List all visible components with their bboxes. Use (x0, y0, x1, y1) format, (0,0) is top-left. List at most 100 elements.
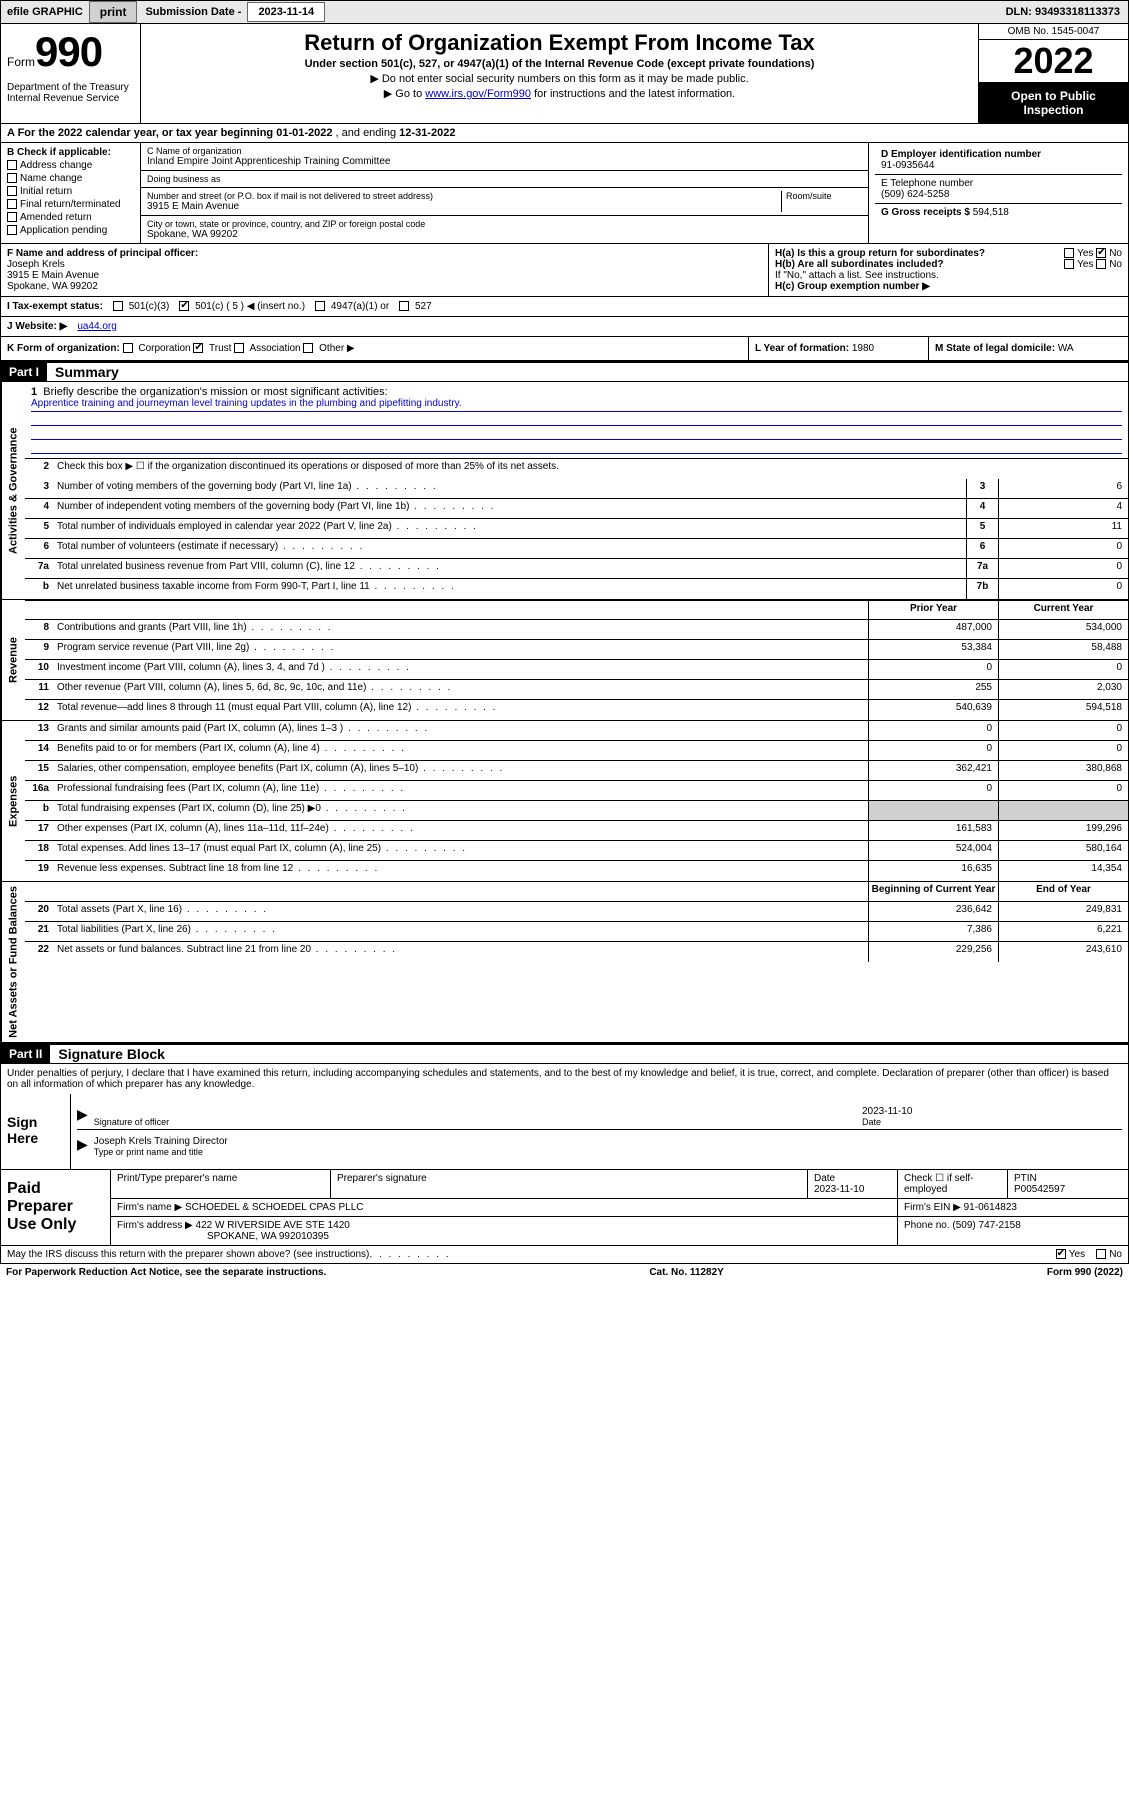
chk-final-return[interactable]: Final return/terminated (7, 199, 134, 210)
chk-name-change[interactable]: Name change (7, 173, 134, 184)
form-title: Return of Organization Exempt From Incom… (149, 30, 970, 56)
check-applicable-box: B Check if applicable: Address change Na… (1, 143, 141, 243)
chk-corporation[interactable]: Corporation (123, 343, 191, 354)
ssn-note: ▶ Do not enter social security numbers o… (149, 72, 970, 85)
efile-label: efile GRAPHIC (1, 6, 89, 18)
arrow-icon: ▶ (77, 1106, 88, 1127)
summary-line: 20Total assets (Part X, line 16)236,6422… (25, 902, 1128, 922)
summary-line: bTotal fundraising expenses (Part IX, co… (25, 801, 1128, 821)
street-address: 3915 E Main Avenue (147, 201, 781, 212)
vlabel-revenue: Revenue (1, 600, 25, 720)
chk-501c3[interactable]: 501(c)(3) (113, 301, 169, 312)
chk-501c[interactable]: 501(c) ( 5 ) ◀ (insert no.) (179, 301, 305, 312)
ptin: P00542597 (1014, 1184, 1065, 1195)
arrow-icon: ▶ (77, 1136, 88, 1157)
group-return-box: H(a) Is this a group return for subordin… (768, 244, 1128, 296)
paid-preparer-block: Paid Preparer Use Only Print/Type prepar… (0, 1170, 1129, 1246)
instructions-note: ▶ Go to www.irs.gov/Form990 for instruct… (149, 87, 970, 100)
mission-text: Apprentice training and journeyman level… (31, 398, 1122, 412)
page-footer: For Paperwork Reduction Act Notice, see … (0, 1264, 1129, 1281)
signature-intro: Under penalties of perjury, I declare th… (0, 1064, 1129, 1094)
sig-date: 2023-11-10 (862, 1106, 1122, 1117)
tax-year: 2022 (979, 40, 1128, 83)
form-subtitle: Under section 501(c), 527, or 4947(a)(1)… (149, 58, 970, 70)
officer-name: Joseph Krels Training Director (94, 1136, 1122, 1147)
year-formation: 1980 (852, 343, 874, 354)
summary-line: 16aProfessional fundraising fees (Part I… (25, 781, 1128, 801)
summary-line: 17Other expenses (Part IX, column (A), l… (25, 821, 1128, 841)
summary-revenue: Revenue Prior Year Current Year 8Contrib… (0, 600, 1129, 721)
summary-line: 7aTotal unrelated business revenue from … (25, 559, 1128, 579)
chk-other[interactable]: Other ▶ (303, 343, 354, 354)
discuss-no-checkbox[interactable] (1096, 1249, 1106, 1259)
firm-name: SCHOEDEL & SCHOEDEL CPAS PLLC (185, 1202, 364, 1213)
form-title-box: Return of Organization Exempt From Incom… (141, 24, 978, 123)
state-domicile: WA (1058, 343, 1074, 354)
summary-line: 5Total number of individuals employed in… (25, 519, 1128, 539)
officer-group-block: F Name and address of principal officer:… (0, 244, 1129, 297)
org-info-block: B Check if applicable: Address change Na… (0, 143, 1129, 244)
chk-527[interactable]: 527 (399, 301, 431, 312)
summary-line: 4Number of independent voting members of… (25, 499, 1128, 519)
summary-line: bNet unrelated business taxable income f… (25, 579, 1128, 599)
website-link[interactable]: ua44.org (77, 321, 116, 332)
chk-4947[interactable]: 4947(a)(1) or (315, 301, 389, 312)
chk-initial-return[interactable]: Initial return (7, 186, 134, 197)
summary-governance: Activities & Governance 1 Briefly descri… (0, 382, 1129, 600)
gross-receipts: 594,518 (973, 207, 1009, 218)
website-row: J Website: ▶ ua44.org (0, 317, 1129, 337)
chk-application-pending[interactable]: Application pending (7, 225, 134, 236)
part1-header: Part I Summary (0, 361, 1129, 382)
summary-line: 12Total revenue—add lines 8 through 11 (… (25, 700, 1128, 720)
org-name: Inland Empire Joint Apprenticeship Train… (147, 156, 862, 167)
submission-date: 2023-11-14 (247, 2, 325, 22)
form-header: Form990 Department of the Treasury Inter… (0, 24, 1129, 124)
chk-association[interactable]: Association (234, 343, 300, 354)
open-inspection-badge: Open to Public Inspection (979, 83, 1128, 123)
summary-line: 19Revenue less expenses. Subtract line 1… (25, 861, 1128, 881)
irs-link[interactable]: www.irs.gov/Form990 (425, 88, 531, 100)
summary-line: 15Salaries, other compensation, employee… (25, 761, 1128, 781)
summary-line: 21Total liabilities (Part X, line 26)7,3… (25, 922, 1128, 942)
org-name-address-box: C Name of organization Inland Empire Joi… (141, 143, 868, 243)
form-org-row: K Form of organization: Corporation Trus… (0, 337, 1129, 361)
vlabel-governance: Activities & Governance (1, 382, 25, 599)
submission-date-label: Submission Date - (139, 6, 247, 18)
form-id-box: Form990 Department of the Treasury Inter… (1, 24, 141, 123)
firm-phone: (509) 747-2158 (952, 1220, 1020, 1231)
chk-trust[interactable]: Trust (193, 343, 231, 354)
print-button[interactable]: print (89, 1, 138, 23)
top-toolbar: efile GRAPHIC print Submission Date - 20… (0, 0, 1129, 24)
chk-address-change[interactable]: Address change (7, 160, 134, 171)
ein-phone-box: D Employer identification number 91-0935… (868, 143, 1128, 243)
summary-line: 22Net assets or fund balances. Subtract … (25, 942, 1128, 962)
discuss-yes-checkbox[interactable] (1056, 1249, 1066, 1259)
firm-ein: 91-0614823 (964, 1202, 1017, 1213)
summary-line: 11Other revenue (Part VIII, column (A), … (25, 680, 1128, 700)
city-state-zip: Spokane, WA 99202 (147, 229, 862, 240)
line-a: A For the 2022 calendar year, or tax yea… (0, 124, 1129, 143)
omb-number: OMB No. 1545-0047 (979, 24, 1128, 40)
vlabel-expenses: Expenses (1, 721, 25, 881)
summary-line: 18Total expenses. Add lines 13–17 (must … (25, 841, 1128, 861)
part2-header: Part II Signature Block (0, 1043, 1129, 1064)
summary-line: 8Contributions and grants (Part VIII, li… (25, 620, 1128, 640)
summary-line: 3Number of voting members of the governi… (25, 479, 1128, 499)
summary-line: 6Total number of volunteers (estimate if… (25, 539, 1128, 559)
vlabel-netassets: Net Assets or Fund Balances (1, 882, 25, 1042)
dln: DLN: 93493318113373 (1006, 6, 1128, 18)
chk-amended-return[interactable]: Amended return (7, 212, 134, 223)
summary-line: 13Grants and similar amounts paid (Part … (25, 721, 1128, 741)
tax-status-row: I Tax-exempt status: 501(c)(3) 501(c) ( … (0, 297, 1129, 317)
ein: 91-0935644 (881, 160, 934, 171)
summary-netassets: Net Assets or Fund Balances Beginning of… (0, 882, 1129, 1043)
year-box: OMB No. 1545-0047 2022 Open to Public In… (978, 24, 1128, 123)
discuss-row: May the IRS discuss this return with the… (0, 1246, 1129, 1264)
principal-officer: F Name and address of principal officer:… (1, 244, 768, 296)
summary-expenses: Expenses 13Grants and similar amounts pa… (0, 721, 1129, 882)
summary-line: 10Investment income (Part VIII, column (… (25, 660, 1128, 680)
sign-here-block: Sign Here ▶ Signature of officer 2023-11… (0, 1094, 1129, 1170)
summary-line: 9Program service revenue (Part VIII, lin… (25, 640, 1128, 660)
summary-line: 14Benefits paid to or for members (Part … (25, 741, 1128, 761)
phone: (509) 624-5258 (881, 189, 949, 200)
